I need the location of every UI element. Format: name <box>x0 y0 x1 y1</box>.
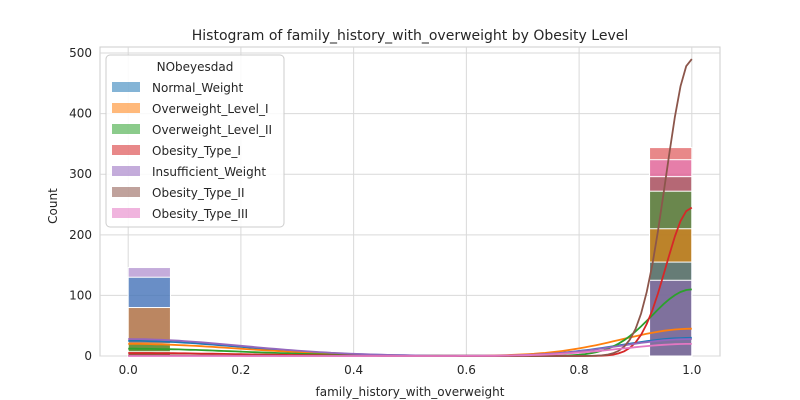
x-tick-label: 0.4 <box>344 363 363 377</box>
axes: 0.0 0.2 0.4 0.6 0.8 1.0 0 100 200 300 400 500 <box>69 46 701 377</box>
x-tick-label: 0.0 <box>119 363 138 377</box>
legend-label: Overweight_Level_II <box>152 123 272 137</box>
legend-swatch <box>112 166 140 176</box>
histogram-bars <box>127 147 693 357</box>
legend-title: NObeyesdad <box>157 60 234 74</box>
x-tick-label: 0.2 <box>231 363 250 377</box>
x-axis-label: family_history_with_overweight <box>316 385 505 399</box>
y-tick-label: 500 <box>69 46 92 60</box>
legend-swatch <box>112 82 140 92</box>
legend-label: Obesity_Type_II <box>152 186 244 200</box>
y-tick-label: 300 <box>69 167 92 181</box>
legend-label: Normal_Weight <box>152 81 244 95</box>
legend-box <box>105 54 285 228</box>
legend-label: Insufficient_Weight <box>152 165 266 179</box>
kde-curves <box>128 58 693 357</box>
y-tick-label: 100 <box>69 288 92 302</box>
chart-title: Histogram of family_history_with_overwei… <box>192 28 628 44</box>
legend-label: Obesity_Type_I <box>152 144 241 158</box>
legend-label: Overweight_Level_I <box>152 102 269 116</box>
legend-swatch <box>112 124 140 134</box>
legend-swatch <box>112 187 140 197</box>
x-tick-label: 0.6 <box>457 363 476 377</box>
legend-label: Obesity_Type_III <box>152 207 248 221</box>
kde-obesity-type-iii <box>128 343 692 357</box>
legend-swatch <box>112 145 140 155</box>
legend: NObeyesdad Normal_Weight Overweight_Level… <box>105 54 285 228</box>
legend-swatch <box>112 103 140 113</box>
y-tick-label: 200 <box>69 228 92 242</box>
x-tick-label: 1.0 <box>682 363 701 377</box>
y-tick-label: 0 <box>84 349 92 363</box>
y-tick-label: 400 <box>69 107 92 121</box>
y-axis-label: Count <box>46 188 60 224</box>
legend-swatch <box>112 208 140 218</box>
x-tick-label: 0.8 <box>570 363 589 377</box>
